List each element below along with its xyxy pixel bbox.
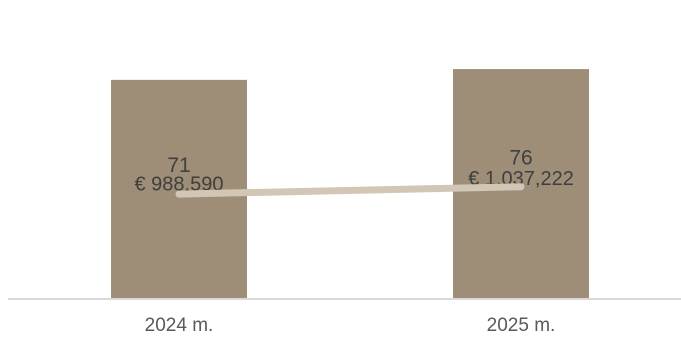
x-tick-label-1: 2025 m.	[487, 315, 556, 336]
line-value-label-0: 71	[167, 154, 190, 177]
bar-value-label-0: € 988,590	[135, 173, 224, 195]
line-series	[175, 183, 525, 198]
line-value-label-1: 76	[509, 147, 532, 170]
x-tick-label-0: 2024 m.	[145, 315, 214, 336]
bar-0	[111, 79, 247, 299]
